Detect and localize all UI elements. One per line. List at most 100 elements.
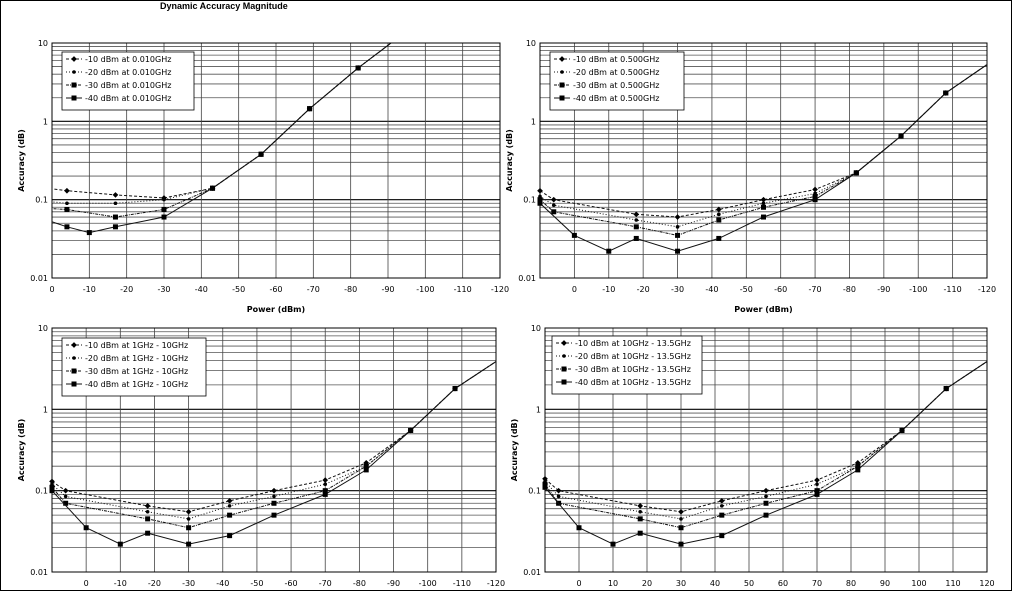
data-point (814, 491, 820, 497)
data-point (571, 232, 577, 238)
data-point (363, 467, 369, 473)
x-tick-label: -100 (416, 285, 434, 294)
y-tick-label: 0.1 (35, 487, 48, 496)
x-tick-label: -50 (740, 285, 753, 294)
data-point (556, 494, 561, 499)
x-tick-label: -40 (705, 285, 718, 294)
data-point (271, 512, 277, 518)
x-tick-label: -90 (381, 285, 394, 294)
legend-label: -10 dBm at 0.500GHz (573, 55, 659, 64)
legend-label: -30 dBm at 0.010GHz (85, 81, 171, 90)
data-point (144, 503, 151, 509)
data-point (716, 217, 722, 223)
legend-label: -10 dBm at 1GHz - 10GHz (85, 341, 188, 350)
data-point (638, 509, 642, 514)
legend-label: -40 dBm at 1GHz - 10GHz (85, 380, 188, 389)
legend-marker (559, 82, 565, 88)
x-tick-label: -70 (809, 285, 822, 294)
legend-marker (72, 356, 76, 360)
data-point (675, 225, 680, 229)
data-point (606, 248, 612, 254)
legend-label: -10 dBm at 0.010GHz (85, 55, 171, 64)
data-point (550, 196, 557, 203)
x-tick-label: 20 (642, 579, 652, 588)
legend-label: -30 dBm at 0.500GHz (573, 81, 659, 90)
x-tick-label: -120 (978, 285, 996, 294)
x-tick-label: 30 (676, 579, 686, 588)
legend-marker (71, 342, 77, 348)
data-point (675, 232, 681, 238)
data-point (763, 512, 769, 518)
x-tick-label: -60 (269, 285, 282, 294)
legend-label: -30 dBm at 10GHz - 13.5GHz (575, 365, 691, 374)
y-tick-label: 0.01 (30, 274, 48, 283)
legend-box (61, 337, 207, 397)
data-point (678, 525, 684, 531)
x-tick-label: -80 (843, 285, 856, 294)
x-tick-label: -70 (319, 579, 332, 588)
y-tick-label: 10 (526, 39, 536, 48)
data-point (117, 541, 123, 547)
x-tick-label: -60 (285, 579, 298, 588)
data-point (764, 494, 768, 499)
x-tick-label: 0 (576, 579, 581, 588)
data-point (674, 214, 681, 220)
x-tick-label: -90 (877, 285, 890, 294)
y-tick-label: 0.1 (528, 487, 541, 496)
x-tick-label: -20 (120, 285, 133, 294)
x-tick-label: -110 (454, 285, 472, 294)
x-tick-label: 0 (49, 285, 54, 294)
x-tick-label: 70 (812, 579, 822, 588)
plot-border (51, 327, 497, 573)
legend-marker (71, 381, 77, 387)
data-point (537, 200, 543, 206)
data-point (716, 235, 722, 241)
x-tick-label: 0 (84, 579, 89, 588)
y-axis-label: Accuracy (dB) (510, 419, 519, 482)
data-point (853, 170, 859, 176)
data-point (678, 541, 684, 547)
x-tick-label: -80 (344, 285, 357, 294)
chart-2: 0.01 0.1 1 10 0 -10 -20 -30 -40 -50 -60 -70 -80 -90 -1… (505, 39, 996, 314)
legend-box (549, 51, 685, 111)
x-tick-label: 80 (846, 579, 856, 588)
data-point (64, 206, 70, 212)
x-tick-label: 40 (710, 579, 720, 588)
chart-3: 0.01 0.1 1 10 0 -10 -20 -30 -40 -50 -60 -70 -80 -90 -1… (17, 324, 505, 588)
legend-label: -20 dBm at 1GHz - 10GHz (85, 354, 188, 363)
data-point (719, 512, 725, 518)
data-point (537, 197, 543, 203)
data-point (637, 503, 644, 509)
data-point (719, 533, 725, 539)
data-point (227, 504, 232, 508)
x-tick-label: 120 (979, 579, 994, 588)
x-tick-label: -70 (307, 285, 320, 294)
data-point (271, 487, 277, 494)
x-tick-label: -20 (148, 579, 161, 588)
x-tick-label: 60 (778, 579, 788, 588)
x-tick-label: -120 (487, 579, 505, 588)
series-line (545, 360, 987, 545)
data-point (65, 201, 69, 206)
data-point (812, 197, 818, 203)
legend-label: -20 dBm at 10GHz - 13.5GHz (575, 352, 691, 361)
legend-label: -20 dBm at 0.500GHz (573, 68, 659, 77)
legend-marker (561, 379, 567, 385)
data-point (272, 494, 276, 499)
data-point (307, 106, 313, 112)
legend-marker (559, 56, 565, 62)
legend-marker (71, 368, 77, 374)
data-point (551, 203, 556, 207)
data-point (555, 487, 562, 494)
data-point (855, 467, 861, 473)
data-point (161, 214, 167, 220)
y-axis-label: Accuracy (dB) (17, 419, 26, 482)
data-point (49, 488, 55, 494)
data-point (162, 197, 166, 202)
data-point (576, 525, 582, 531)
x-tick-label: -20 (637, 285, 650, 294)
series-line (545, 360, 987, 520)
legend-label: -30 dBm at 1GHz - 10GHz (85, 367, 188, 376)
series-line (540, 63, 987, 252)
